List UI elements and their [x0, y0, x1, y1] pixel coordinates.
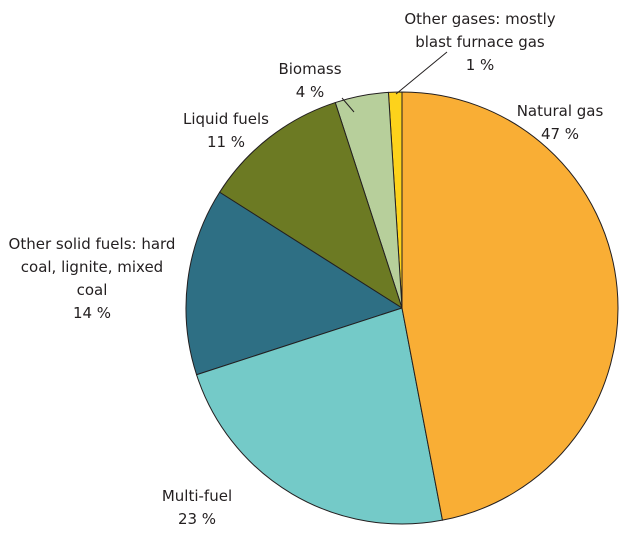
slice-label: Biomass 4 % — [260, 58, 360, 104]
category-label: Other solid fuels: hard coal, lignite, m… — [8, 235, 176, 299]
leader-line — [341, 97, 355, 113]
value-label: 11 % — [206, 133, 246, 151]
pie-slice — [185, 191, 404, 376]
value-label: 1 % — [465, 56, 495, 74]
slice-label: Multi-fuel 23 % — [137, 485, 257, 531]
category-label: Natural gas — [516, 102, 604, 120]
slice-label: Other solid fuels: hard coal, lignite, m… — [7, 233, 177, 325]
pie-slice — [401, 91, 619, 521]
slice-label: Liquid fuels 11 % — [166, 108, 286, 154]
category-label: Multi-fuel — [161, 487, 233, 505]
value-label: 4 % — [295, 83, 325, 101]
category-label: Other gases: mostly blast furnace gas — [404, 10, 556, 51]
pie-slice — [218, 101, 403, 310]
slice-label: Natural gas 47 % — [500, 100, 620, 146]
value-label: 23 % — [177, 510, 217, 528]
category-label: Biomass — [278, 60, 342, 78]
leader-line — [395, 51, 448, 95]
pie-slice — [195, 307, 444, 525]
value-label: 47 % — [540, 125, 580, 143]
category-label: Liquid fuels — [182, 110, 269, 128]
value-label: 14 % — [72, 304, 112, 322]
slice-label: Other gases: mostly blast furnace gas 1 % — [390, 8, 570, 77]
